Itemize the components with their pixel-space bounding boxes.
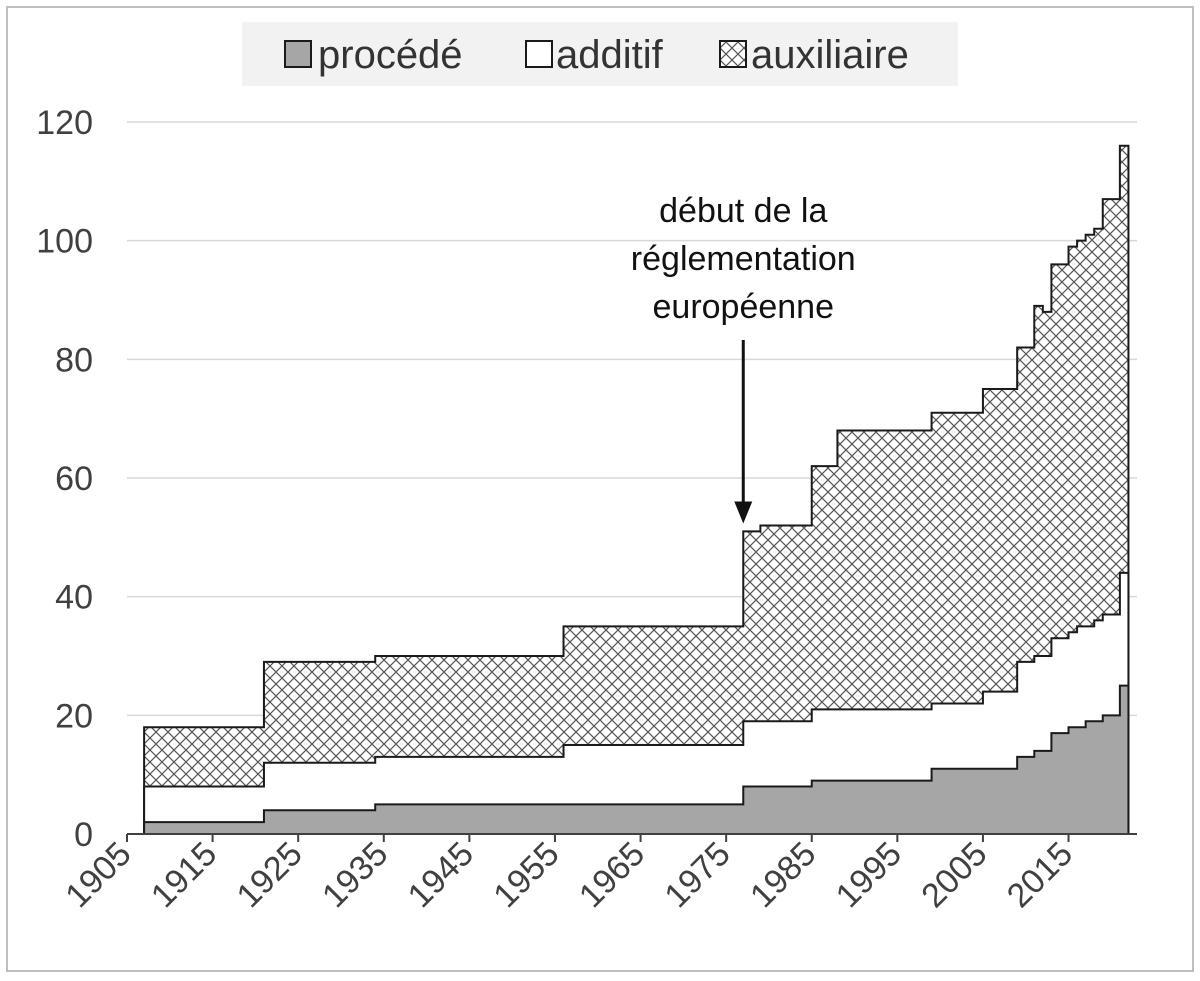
legend-swatch-grey: [284, 40, 312, 68]
annotation-arrow-head: [734, 501, 753, 524]
legend-label-grey: procédé: [318, 33, 463, 77]
legend: procédé additif auxiliaire: [242, 22, 958, 86]
legend-label-white: additif: [556, 33, 664, 77]
area-crosshatch: [143, 144, 1130, 835]
legend-swatch-white: [525, 40, 553, 68]
axes: [126, 833, 1137, 842]
area-grey: [143, 684, 1130, 835]
area-white: [143, 571, 1130, 835]
annotation-line-3: européenne: [653, 288, 835, 326]
legend-background: [242, 22, 958, 86]
legend-swatch-crosshatch: [719, 40, 747, 68]
annotation-line-2: réglementation: [631, 240, 856, 278]
y-tick-label-40: 40: [55, 579, 93, 617]
y-tick-label-20: 20: [55, 697, 93, 735]
y-tick-label-120: 120: [36, 104, 93, 142]
plot-areas: [143, 144, 1130, 835]
annotation: début de la réglementation européenne: [631, 192, 856, 524]
y-tick-labels: 0 20 40 60 80 100 120: [36, 104, 93, 854]
y-tick-label-80: 80: [55, 341, 93, 379]
annotation-line-1: début de la: [659, 192, 827, 230]
y-tick-label-60: 60: [55, 460, 93, 498]
y-tick-label-0: 0: [74, 816, 93, 854]
legend-label-crosshatch: auxiliaire: [751, 33, 909, 77]
y-tick-label-100: 100: [36, 223, 93, 261]
